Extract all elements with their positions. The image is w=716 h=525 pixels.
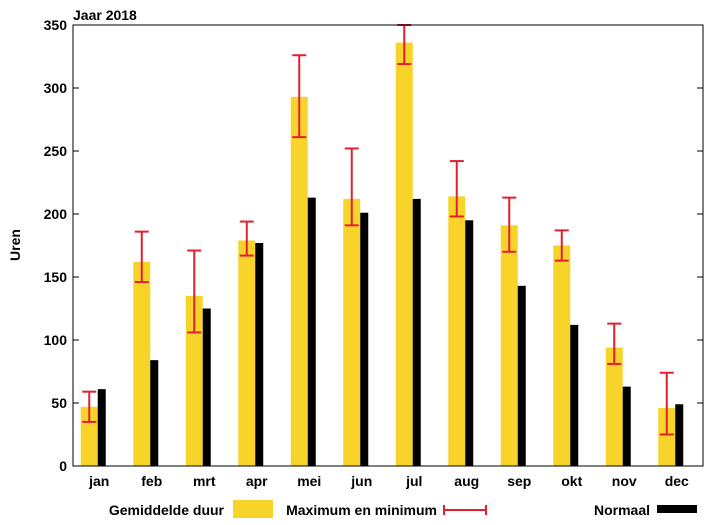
y-tick-label: 300 xyxy=(44,80,68,96)
x-tick-label-aug: aug xyxy=(454,473,479,489)
x-tick-label-okt: okt xyxy=(561,473,582,489)
legend-label-normal: Normaal xyxy=(594,502,650,518)
bar-gemiddelde-jul xyxy=(395,42,413,466)
bar-normaal-feb xyxy=(150,360,159,466)
x-tick-label-mei: mei xyxy=(297,473,321,489)
legend-errorbar-sample xyxy=(443,505,487,515)
bar-normaal-nov xyxy=(622,386,631,466)
bar-normaal-jul xyxy=(412,198,421,466)
y-tick-label: 250 xyxy=(44,143,68,159)
bar-gemiddelde-dec xyxy=(658,408,676,466)
y-axis-label: Uren xyxy=(7,229,23,261)
x-tick-label-mrt: mrt xyxy=(193,473,216,489)
x-axis: jan feb mrt apr mei jun jul aug sep okt nov dec xyxy=(88,460,689,489)
x-tick-label-feb: feb xyxy=(141,473,162,489)
bar-normaal-apr xyxy=(255,242,264,466)
bar-gemiddelde-mrt xyxy=(185,295,203,466)
x-tick-label-jun: jun xyxy=(350,473,372,489)
y-tick-label: 350 xyxy=(44,17,68,33)
bar-normaal-aug xyxy=(465,220,474,466)
bar-gemiddelde-jun xyxy=(343,198,361,466)
legend-swatch-normal xyxy=(657,505,697,513)
y-tick-label: 0 xyxy=(59,458,67,474)
bar-normaal-sep xyxy=(517,285,526,466)
x-tick-label-nov: nov xyxy=(612,473,637,489)
y-tick-label: 150 xyxy=(44,269,68,285)
legend-label-avg: Gemiddelde duur xyxy=(109,502,225,518)
bar-normaal-okt xyxy=(570,324,579,466)
bar-normaal-mei xyxy=(307,197,316,466)
bar-gemiddelde-feb xyxy=(133,261,151,466)
bar-gemiddelde-sep xyxy=(500,225,518,466)
legend: Gemiddelde duur Maximum en minimum Norma… xyxy=(109,500,697,518)
bar-normaal-mrt xyxy=(202,308,211,466)
y-tick-label: 100 xyxy=(44,332,68,348)
y-axis: 0 50 100 150 200 250 300 350 xyxy=(44,17,703,474)
bar-gemiddelde-aug xyxy=(448,196,466,467)
x-tick-label-jul: jul xyxy=(405,473,422,489)
x-tick-label-jan: jan xyxy=(88,473,109,489)
plot-frame xyxy=(72,24,704,467)
bar-normaal-jan xyxy=(97,389,106,466)
bar-gemiddelde-mei xyxy=(290,96,308,466)
chart-title: Jaar 2018 xyxy=(73,7,137,23)
x-tick-label-sep: sep xyxy=(507,473,531,489)
x-tick-label-apr: apr xyxy=(246,473,268,489)
bar-normaal-jun xyxy=(360,212,369,466)
bar-gemiddelde-apr xyxy=(238,240,256,466)
bar-gemiddelde-nov xyxy=(605,347,623,466)
y-tick-label: 200 xyxy=(44,206,68,222)
bar-gemiddelde-okt xyxy=(553,245,571,466)
bars-layer xyxy=(80,42,684,467)
legend-swatch-avg xyxy=(233,500,273,518)
y-tick-label: 50 xyxy=(51,395,67,411)
bar-normaal-dec xyxy=(675,404,684,466)
x-tick-label-dec: dec xyxy=(665,473,689,489)
legend-label-maxmin: Maximum en minimum xyxy=(286,502,437,518)
